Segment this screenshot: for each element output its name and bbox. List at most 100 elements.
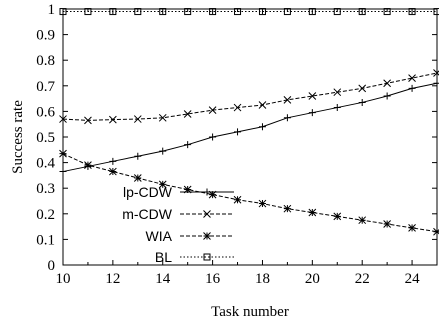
legend-entry: BL xyxy=(155,249,234,265)
data-point xyxy=(158,113,167,122)
data-point xyxy=(283,204,292,213)
data-point xyxy=(258,199,267,208)
legend-entry: WIA xyxy=(146,228,234,244)
data-point xyxy=(433,227,439,236)
data-point xyxy=(383,8,391,16)
data-point xyxy=(208,106,217,114)
data-point xyxy=(109,167,117,176)
data-point xyxy=(109,8,117,16)
legend-marker xyxy=(203,253,211,261)
data-point xyxy=(234,8,242,16)
data-point xyxy=(159,8,167,16)
data-point xyxy=(358,8,366,16)
series-line xyxy=(62,72,438,121)
data-point xyxy=(258,8,266,16)
data-point xyxy=(383,79,391,88)
y-tick-label: 0.8 xyxy=(36,53,55,69)
legend-label: lp-CDW xyxy=(123,184,173,200)
legend-label: BL xyxy=(155,249,172,265)
y-axis-label: Success rate xyxy=(10,100,26,174)
data-point xyxy=(233,195,242,204)
data-point xyxy=(283,8,291,16)
series-m-CDW xyxy=(59,69,439,125)
data-point xyxy=(183,110,192,118)
x-tick-label: 16 xyxy=(205,271,221,287)
legend-label: WIA xyxy=(146,228,173,244)
legend-marker xyxy=(203,188,211,196)
series-lp-CDW xyxy=(59,79,439,176)
data-point xyxy=(84,8,92,16)
data-point xyxy=(408,84,416,92)
legend-marker xyxy=(203,232,211,240)
x-tick-label: 14 xyxy=(155,271,171,287)
y-tick-label: 0.9 xyxy=(36,28,55,44)
data-point xyxy=(183,185,192,194)
data-point xyxy=(283,96,292,104)
y-tick-label: 0.5 xyxy=(36,130,55,146)
data-point xyxy=(209,8,217,16)
legend: lp-CDW m-CDW WIA BL xyxy=(122,184,234,265)
x-tick-label: 18 xyxy=(255,271,270,287)
data-point xyxy=(134,8,142,16)
tick-labels: 10 12 14 16 18 20 22 24 0 0.1 0.2 0.3 0.4 0.5 0.6 0.7 0.… xyxy=(36,2,420,287)
data-point xyxy=(258,123,266,131)
legend-marker xyxy=(203,210,211,218)
y-tick-label: 0.6 xyxy=(36,104,55,120)
data-point xyxy=(134,152,142,160)
y-tick-label: 0.3 xyxy=(36,181,55,197)
data-point xyxy=(133,174,142,182)
data-point xyxy=(234,128,242,136)
data-point xyxy=(109,115,117,124)
data-point xyxy=(184,141,192,149)
data-point xyxy=(59,8,67,16)
data-point xyxy=(433,8,439,16)
data-point xyxy=(158,180,167,189)
data-point xyxy=(358,216,367,225)
data-point xyxy=(59,149,67,158)
x-tick-label: 12 xyxy=(105,271,120,287)
y-tick-label: 0.4 xyxy=(36,156,55,172)
y-tick-label: 0.1 xyxy=(36,232,55,248)
data-point xyxy=(408,224,416,232)
data-point xyxy=(84,116,92,125)
data-point xyxy=(333,104,341,112)
data-point xyxy=(333,8,341,16)
data-point xyxy=(383,92,391,100)
legend-entry: m-CDW xyxy=(122,206,234,222)
data-point xyxy=(59,168,67,176)
data-point xyxy=(84,161,92,170)
y-tick-label: 1 xyxy=(48,2,56,18)
data-point xyxy=(133,115,142,123)
data-point xyxy=(208,190,217,199)
series-line xyxy=(62,153,438,233)
data-point xyxy=(308,109,316,117)
x-tick-label: 24 xyxy=(405,271,421,287)
x-tick-label: 22 xyxy=(355,271,370,287)
x-tick-label: 20 xyxy=(305,271,320,287)
data-point xyxy=(209,133,217,141)
data-point xyxy=(308,208,317,217)
series-BL xyxy=(59,8,439,16)
data-point xyxy=(408,74,416,82)
data-point xyxy=(383,220,391,228)
x-axis-label: Task number xyxy=(211,304,289,320)
data-point xyxy=(258,101,267,109)
data-point xyxy=(358,84,367,93)
legend-label: m-CDW xyxy=(122,206,173,222)
axis-ticks xyxy=(62,8,438,266)
data-point xyxy=(233,103,242,112)
data-point xyxy=(358,98,366,106)
data-point xyxy=(308,8,316,16)
data-point xyxy=(184,8,192,16)
plot-frame xyxy=(62,8,438,266)
y-tick-label: 0.2 xyxy=(36,207,55,223)
data-point xyxy=(308,92,317,100)
data-point xyxy=(59,115,67,123)
series-layer xyxy=(59,8,439,236)
legend-entry: lp-CDW xyxy=(123,184,234,200)
data-point xyxy=(283,114,291,122)
y-tick-label: 0 xyxy=(48,258,56,274)
y-tick-label: 0.7 xyxy=(36,79,55,95)
x-tick-label: 10 xyxy=(56,271,71,287)
